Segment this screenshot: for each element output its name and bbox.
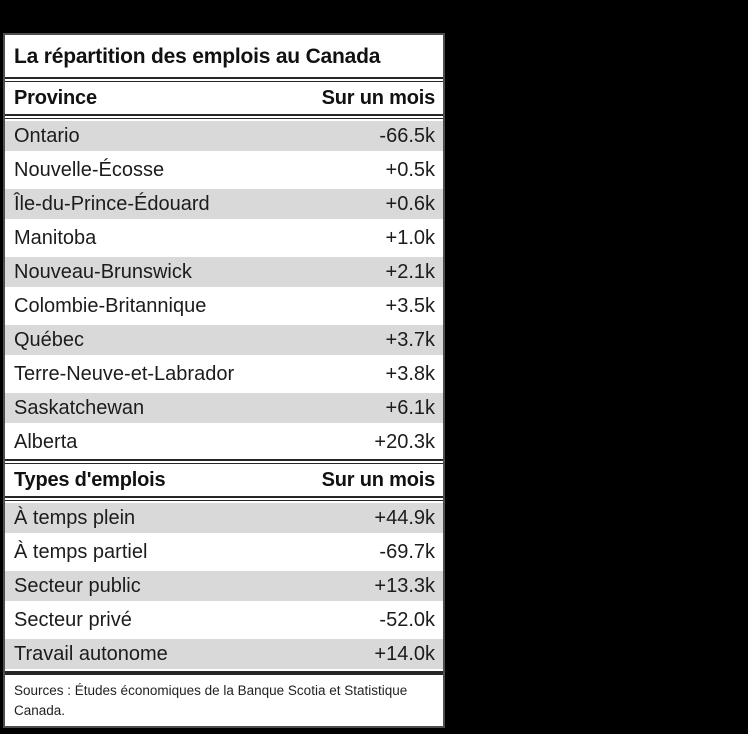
row-value: +6.1k [385,396,435,419]
row-value: +14.0k [374,642,435,665]
row-value: +3.8k [385,362,435,385]
province-header-value: Sur un mois [321,86,436,109]
row-value: -52.0k [379,608,435,631]
row-label: À temps partiel [14,540,148,563]
table-row: Île-du-Prince-Édouard +0.6k [5,187,443,221]
row-value: +20.3k [374,430,435,453]
row-label: Travail autonome [14,642,168,665]
row-value: +3.7k [385,328,435,351]
row-value: -69.7k [379,540,435,563]
row-value: +2.1k [385,260,435,283]
table-row: Québec +3.7k [5,323,443,357]
province-header-divider [5,114,443,119]
table-row: Nouvelle-Écosse +0.5k [5,153,443,187]
types-header-value: Sur un mois [321,468,436,491]
table-row: Secteur privé -52.0k [5,603,443,637]
footer-divider [5,671,443,675]
row-value: +0.6k [385,192,435,215]
row-value: +3.5k [385,294,435,317]
row-value: -66.5k [379,124,435,147]
types-header-divider [5,496,443,501]
province-header-label: Province [14,86,97,109]
types-header-label: Types d'emplois [14,468,166,491]
row-label: Terre-Neuve-et-Labrador [14,362,235,385]
row-label: Nouvelle-Écosse [14,158,165,181]
row-label: Saskatchewan [14,396,145,419]
table-row: Colombie-Britannique +3.5k [5,289,443,323]
row-value: +1.0k [385,226,435,249]
row-label: À temps plein [14,506,136,529]
types-section-header: Types d'emplois Sur un mois [5,464,443,496]
table-row: Manitoba +1.0k [5,221,443,255]
row-value: +44.9k [374,506,435,529]
table-row: Ontario -66.5k [5,119,443,153]
row-label: Manitoba [14,226,97,249]
source-note: Sources : Études économiques de la Banqu… [14,683,408,719]
table-title: La répartition des emplois au Canada [14,45,381,68]
table-row: Alberta +20.3k [5,425,443,459]
row-label: Colombie-Britannique [14,294,207,317]
table-row: Secteur public +13.3k [5,569,443,603]
province-rows: Ontario -66.5k Nouvelle-Écosse +0.5k Île… [5,119,443,459]
row-label: Québec [14,328,85,351]
table-row: Saskatchewan +6.1k [5,391,443,425]
row-label: Nouveau-Brunswick [14,260,192,283]
jobs-table-panel: La répartition des emplois au Canada Pro… [3,33,445,728]
table-row: Travail autonome +14.0k [5,637,443,671]
row-label: Île-du-Prince-Édouard [14,192,210,215]
section-divider [5,459,443,464]
province-section-header: Province Sur un mois [5,82,443,114]
row-label: Alberta [14,430,78,453]
row-label: Secteur privé [14,608,132,631]
row-label: Ontario [14,124,80,147]
row-value: +13.3k [374,574,435,597]
types-rows: À temps plein +44.9k À temps partiel -69… [5,501,443,671]
row-label: Secteur public [14,574,141,597]
table-row: À temps plein +44.9k [5,501,443,535]
title-divider [5,77,443,82]
row-value: +0.5k [385,158,435,181]
table-row: Nouveau-Brunswick +2.1k [5,255,443,289]
table-row: À temps partiel -69.7k [5,535,443,569]
table-row: Terre-Neuve-et-Labrador +3.8k [5,357,443,391]
